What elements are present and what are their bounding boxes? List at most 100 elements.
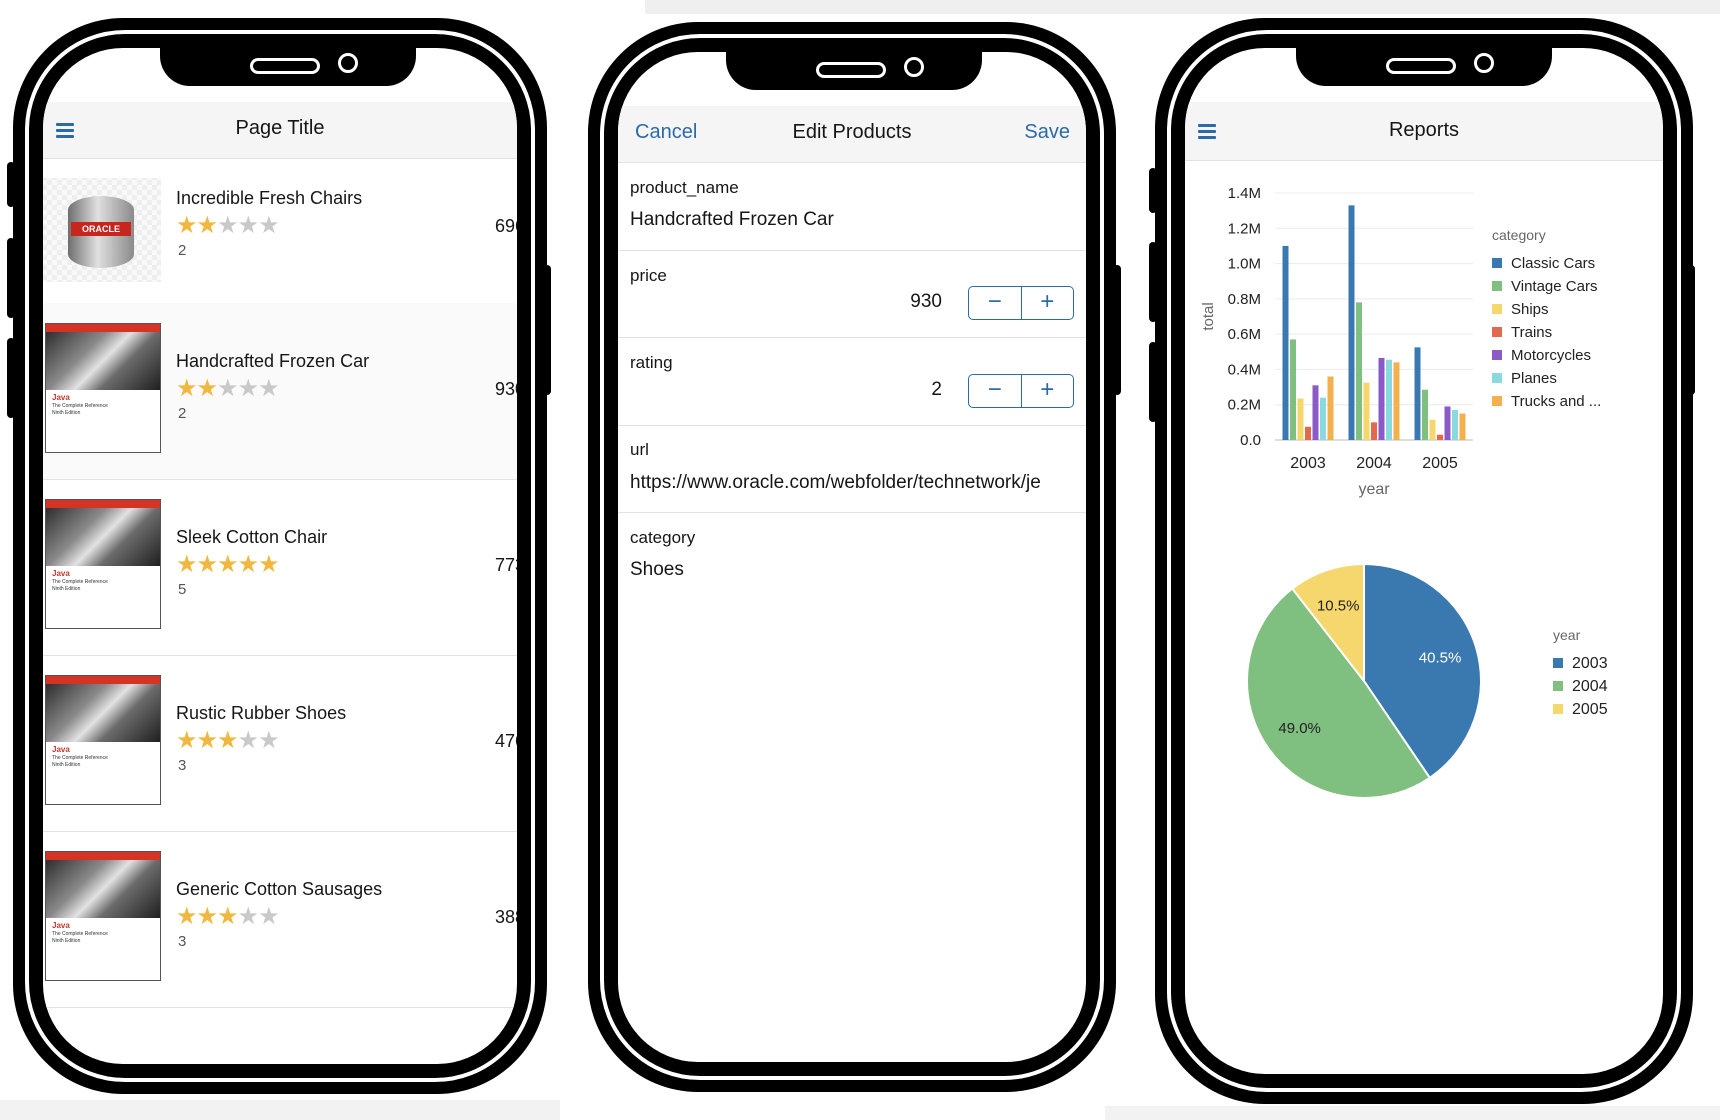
product-price: 773 [494,555,517,575]
star-rating: ★★★★★ [176,375,280,402]
phone1-side-button [7,238,15,318]
book-edition: Ninth Edition [52,938,81,944]
product-name: Rustic Rubber Shoes [176,703,347,723]
phone1-screen: Page Title ORACLE Incredible Fresh Chairs… [43,48,517,1064]
bar [1378,357,1385,440]
list-item[interactable]: Java The Complete Reference Ninth Edition S… [43,479,517,656]
bar [1429,419,1436,440]
pie-slice-label: 40.5% [1419,650,1462,667]
rating-value[interactable]: 2 [931,379,942,400]
y-tick-label: 1.4M [1228,185,1261,202]
bar [1437,434,1443,440]
price-value[interactable]: 930 [910,291,942,312]
rating-increment-button[interactable]: + [1040,376,1055,403]
phone1-header: Page Title [43,102,517,159]
product-price: 930 [494,379,517,399]
phone2-power-button [1113,265,1121,395]
book-cover-image: Java The Complete Reference Ninth Edition [45,323,161,453]
java-book-cover: Java The Complete Reference Ninth Edition [43,673,161,807]
rating-decrement-button[interactable]: − [969,375,1022,407]
save-button[interactable]: Save [1024,121,1070,143]
bar-chart: 0.0 0.2M 0.4M 0.6M 0.8M 1.0M 1.2M 1.4M total 2003… [1200,185,1601,498]
legend-swatch [1492,327,1502,337]
y-tick-label: 0.4M [1228,361,1261,378]
phone3-side-button [1149,168,1157,213]
legend-label: Vintage Cars [1511,278,1597,295]
bar [1371,422,1377,440]
menu-icon[interactable] [56,123,74,141]
price-increment-button[interactable]: + [1040,288,1055,315]
star-empty-icon: ★ [217,375,238,402]
y-axis-title: total [1200,302,1217,330]
star-empty-icon: ★ [258,375,279,402]
star-empty-icon: ★ [258,727,279,754]
phone3-side-button [1149,242,1157,322]
legend-label: Trucks and ... [1511,393,1601,410]
divider [618,512,1086,513]
list-item[interactable]: Java The Complete Reference Ninth Edition R… [43,655,517,832]
legend-label: Motorcycles [1511,347,1591,364]
star-filled-icon: ★ [196,551,218,578]
phone2-notch [726,52,982,90]
price-decrement-button[interactable]: − [969,287,1022,319]
bar [1282,245,1289,440]
pie-slice-label: 10.5% [1317,598,1360,615]
legend-swatch [1492,304,1502,314]
rating-label: rating [630,353,673,372]
star-filled-icon: ★ [217,551,238,578]
phone1-power-button [543,265,551,395]
star-rating: ★★★★★ [176,551,280,578]
category-input[interactable]: Shoes [630,559,684,580]
star-rating: ★★★★★ [176,905,280,929]
cancel-button[interactable]: Cancel [635,121,698,143]
legend-label: 2003 [1572,655,1608,672]
bar [1290,339,1296,440]
y-tick-label: 0.2M [1228,397,1261,414]
legend-swatch [1492,350,1502,360]
star-filled-icon: ★ [196,212,218,239]
legend-label: 2004 [1572,678,1608,695]
oracle-logo-label: ORACLE [71,222,131,236]
legend-title: year [1553,627,1581,643]
book-cover-image: Java The Complete Reference Ninth Edition [45,851,161,981]
y-tick-label: 1.0M [1228,256,1261,273]
product-name: Handcrafted Frozen Car [176,351,370,371]
phone3-frame: Reports 0.0 0.2M 0.4M 0.6M 0.8M 1.0M 1.2M 1.4M t… [1155,18,1693,1104]
legend-swatch [1492,373,1502,383]
pie-chart: 40.5% 49.0% 10.5% year 2003 2004 2005 [1246,562,1608,799]
phone2-screen: Cancel Edit Products Save product_name H… [618,52,1086,1062]
star-rating: ★★★★★ [176,212,280,239]
list-item[interactable]: Java The Complete Reference Ninth Edition G… [43,831,517,1008]
legend-label: 2005 [1572,701,1608,718]
list-item[interactable]: Java The Complete Reference Ninth Edition H… [43,303,517,480]
book-title: Java [52,569,70,578]
product-price: 696 [494,216,517,236]
bar [1327,376,1334,440]
y-tick-label: 0.6M [1228,326,1261,343]
legend-label: Planes [1511,370,1557,387]
product-name-input[interactable]: Handcrafted Frozen Car [630,209,834,230]
phone1-side-button [7,162,15,207]
bar [1414,347,1421,440]
star-filled-icon: ★ [196,727,218,754]
rating-value: 2 [178,405,187,422]
url-input[interactable]: https://www.oracle.com/webfolder/technet… [630,472,1041,493]
java-book-cover: Java The Complete Reference Ninth Edition [43,497,161,631]
star-empty-icon: ★ [237,727,259,754]
book-cover-image: Java The Complete Reference Ninth Edition [45,499,161,629]
page-title: Reports [1388,119,1460,141]
pie-slice [1363,562,1482,780]
background-band-bottom-right [1105,1106,1720,1120]
x-tick-label: 2004 [1356,455,1392,472]
menu-icon[interactable] [1198,124,1216,142]
rating-stepper: − + [968,374,1074,408]
book-title: Java [52,393,70,402]
book-edition: Ninth Edition [52,586,81,592]
category-label: category [630,528,696,547]
product-price: 388 [494,907,517,927]
bar [1393,362,1400,440]
star-filled-icon: ★ [176,551,197,578]
legend-swatch [1553,658,1563,668]
rating-value: 3 [178,933,187,950]
